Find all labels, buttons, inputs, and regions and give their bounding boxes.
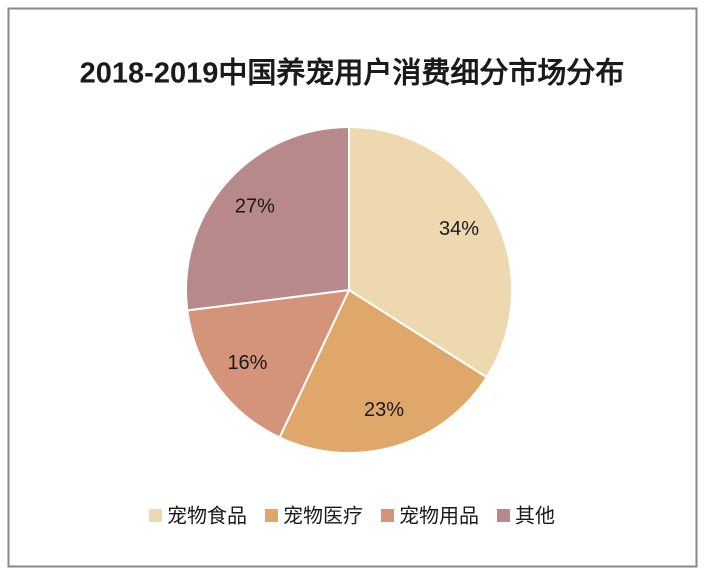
legend-swatch: [497, 509, 510, 522]
pie-slice: [186, 288, 351, 439]
pie-slice: [278, 288, 489, 454]
pie-slice: [185, 125, 350, 312]
legend-label: 宠物用品: [399, 504, 479, 527]
legend-label: 其他: [515, 504, 555, 527]
legend-swatch: [265, 509, 278, 522]
legend-label: 宠物医疗: [283, 504, 363, 527]
legend-swatch: [381, 509, 394, 522]
data-label: 16%: [227, 352, 267, 374]
data-label: 34%: [439, 218, 479, 240]
chart-title: 2018-2019中国养宠用户消费细分市场分布: [80, 56, 625, 90]
data-label: 27%: [235, 195, 275, 217]
data-label: 23%: [364, 399, 404, 421]
legend-label: 宠物食品: [167, 504, 247, 527]
legend-swatch: [149, 509, 162, 522]
